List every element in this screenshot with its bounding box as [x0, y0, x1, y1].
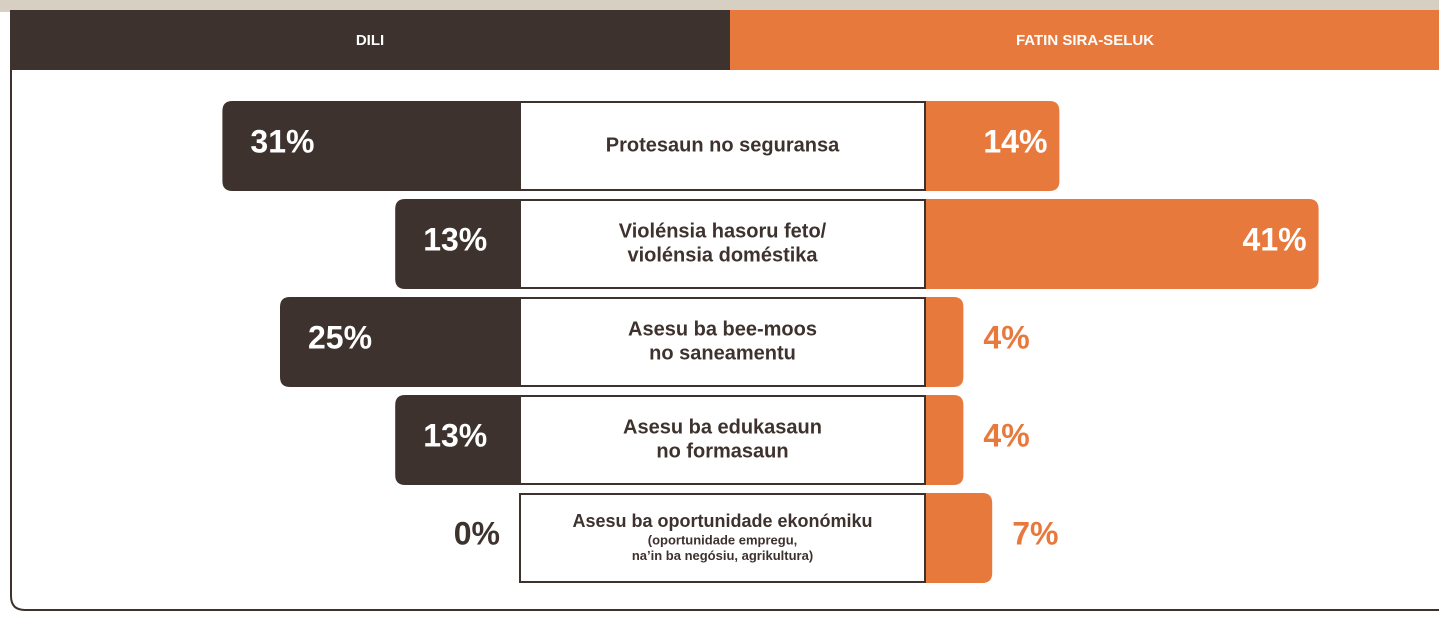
panel-border [10, 12, 1439, 611]
value-label: 4% [983, 319, 1029, 355]
category-box [519, 199, 926, 289]
category-label: Asesu ba bee-moos [628, 318, 817, 340]
category-label: Asesu ba edukasaun [623, 416, 822, 438]
value-label: 0% [454, 515, 500, 551]
category-label: (oportunidade empregu, [648, 532, 798, 547]
category-label: violénsia doméstika [627, 244, 818, 266]
legend-header [10, 10, 730, 70]
value-label: 13% [423, 221, 487, 257]
category-label: Violénsia hasoru feto/ [619, 220, 827, 242]
category-label: no formasaun [656, 440, 788, 462]
bar [925, 493, 993, 583]
bar [280, 297, 520, 387]
legend-label: DILI [356, 32, 384, 49]
category-label: Protesaun no seguransa [606, 134, 840, 156]
value-label: 14% [983, 123, 1047, 159]
category-box [519, 493, 926, 583]
value-label: 31% [250, 123, 314, 159]
category-label: no saneamentu [649, 342, 796, 364]
bar [925, 297, 964, 387]
value-label: 7% [1012, 515, 1058, 551]
bar [925, 199, 1319, 289]
legend-header [730, 10, 1439, 70]
bar [925, 101, 1060, 191]
bar [395, 395, 520, 485]
bar [395, 199, 520, 289]
category-label: na’in ba negósiu, agrikultura) [632, 548, 813, 563]
value-label: 13% [423, 417, 487, 453]
bar [222, 101, 520, 191]
category-box [519, 101, 926, 191]
value-label: 4% [983, 417, 1029, 453]
category-box [519, 395, 926, 485]
value-label: 41% [1243, 221, 1307, 257]
category-label: Asesu ba oportunidade ekonómiku [572, 511, 872, 531]
value-label: 25% [308, 319, 372, 355]
category-box [519, 297, 926, 387]
legend-label: FATIN SIRA-SELUK [1016, 32, 1154, 49]
top-strip [0, 0, 1439, 12]
bar [925, 395, 964, 485]
